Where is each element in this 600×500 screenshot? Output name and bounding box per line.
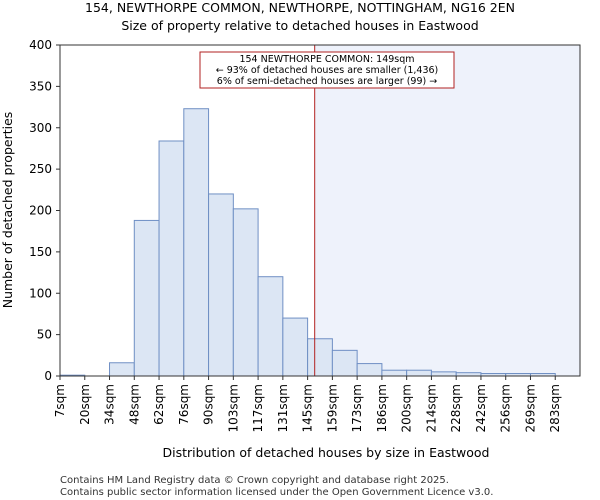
x-tick-label: 7sqm xyxy=(53,384,67,417)
y-tick-label: 200 xyxy=(29,204,52,218)
x-tick-label: 283sqm xyxy=(548,384,562,432)
y-tick-label: 150 xyxy=(29,245,52,259)
bar-103sqm xyxy=(232,208,259,377)
x-tick-label: 256sqm xyxy=(499,384,513,432)
bar-186sqm xyxy=(381,369,408,377)
x-tick-label: 173sqm xyxy=(350,384,364,432)
annotation-box xyxy=(199,51,455,89)
x-tick-label: 90sqm xyxy=(202,384,216,425)
x-axis-label: Distribution of detached houses by size … xyxy=(163,445,490,460)
x-tick-label: 103sqm xyxy=(226,384,240,432)
x-tick-label: 159sqm xyxy=(325,384,339,432)
plot-frame xyxy=(59,44,581,377)
x-tick-label: 242sqm xyxy=(474,384,488,432)
bar-117sqm xyxy=(257,276,284,377)
x-tick-label: 228sqm xyxy=(449,384,463,432)
footer-line-2: Contains public sector information licen… xyxy=(60,487,493,498)
x-tick-label: 20sqm xyxy=(78,384,92,425)
bar-76sqm xyxy=(183,108,210,377)
x-tick-label: 117sqm xyxy=(251,384,265,432)
x-tick-label: 48sqm xyxy=(127,384,141,425)
bar-145sqm xyxy=(307,338,333,377)
y-axis-label: Number of detached properties xyxy=(0,112,15,309)
y-tick-label: 250 xyxy=(29,162,52,176)
chart-subtitle: Size of property relative to detached ho… xyxy=(121,18,478,33)
bar-173sqm xyxy=(356,363,383,377)
y-tick-label: 400 xyxy=(29,38,52,52)
x-tick-label: 145sqm xyxy=(301,384,315,432)
bar-34sqm xyxy=(109,362,135,377)
annotation-line-2: ← 93% of detached houses are smaller (1,… xyxy=(216,65,439,76)
y-tick-label: 350 xyxy=(29,79,52,93)
x-tick-label: 62sqm xyxy=(152,384,166,425)
annotation-line-1: 154 NEWTHORPE COMMON: 149sqm xyxy=(239,54,414,65)
bar-159sqm xyxy=(331,349,358,377)
property-annotation: 154 NEWTHORPE COMMON: 149sqm ← 93% of de… xyxy=(199,51,455,89)
bar-48sqm xyxy=(133,219,160,377)
bar-62sqm xyxy=(158,140,185,377)
x-tick-label: 131sqm xyxy=(276,384,290,432)
bar-90sqm xyxy=(208,193,234,377)
footer-line-1: Contains HM Land Registry data © Crown c… xyxy=(60,475,449,486)
bar-214sqm xyxy=(430,371,457,377)
y-tick-label: 100 xyxy=(29,286,52,300)
annotation-line-3: 6% of semi-detached houses are larger (9… xyxy=(217,76,437,87)
y-tick-label: 0 xyxy=(44,369,52,383)
y-tick-label: 50 xyxy=(37,328,52,342)
bar-131sqm xyxy=(282,317,309,377)
bar-200sqm xyxy=(406,369,432,377)
chart-title: 154, NEWTHORPE COMMON, NEWTHORPE, NOTTIN… xyxy=(85,0,515,15)
x-tick-label: 34sqm xyxy=(103,384,117,425)
x-tick-label: 76sqm xyxy=(177,384,191,425)
x-tick-label: 269sqm xyxy=(523,384,537,432)
highlight-region xyxy=(314,45,580,376)
y-tick-label: 300 xyxy=(29,121,52,135)
x-tick-label: 214sqm xyxy=(424,384,438,432)
x-tick-label: 186sqm xyxy=(375,384,389,432)
x-tick-label: 200sqm xyxy=(400,384,414,432)
